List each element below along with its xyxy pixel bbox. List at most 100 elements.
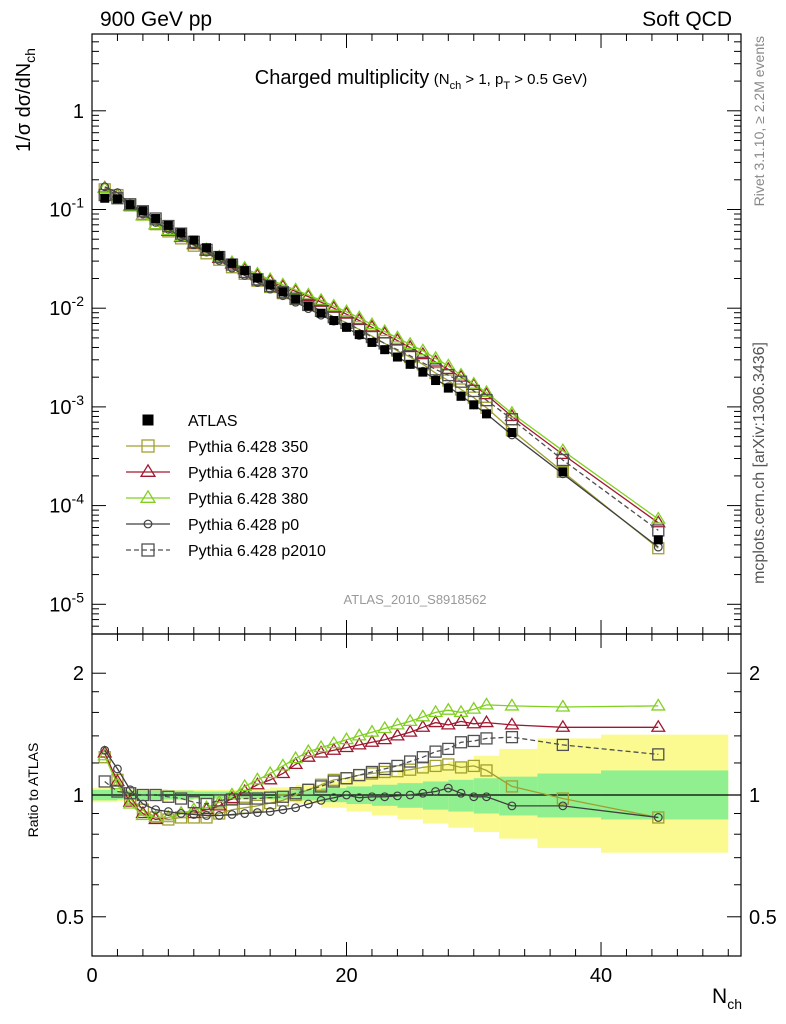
main-title: Charged multiplicity (Nch > 1, pT > 0.5 …	[255, 67, 587, 92]
ratio-point-pythia-6-428-p0	[316, 795, 326, 805]
main-x-ticks	[91, 34, 729, 634]
legend-label: Pythia 6.428 380	[188, 491, 308, 508]
header-right: Soft QCD	[642, 8, 732, 31]
ratio-point-pythia-6-428-p2010	[353, 768, 366, 782]
ratio-point-pythia-6-428-370	[211, 798, 227, 811]
ratio-point-pythia-6-428-p2010	[264, 791, 277, 804]
main-point-atlas	[125, 200, 135, 210]
ratio-point-pythia-6-428-370	[262, 772, 278, 785]
ratio-point-pythia-6-428-370	[428, 714, 444, 728]
ratio-point-pythia-6-428-p0	[380, 792, 390, 802]
main-point-pythia-6-428-370	[300, 288, 316, 302]
ratio-point-pythia-6-428-p2010	[276, 790, 290, 803]
ratio-point-pythia-6-428-p0	[354, 793, 364, 803]
main-point-atlas	[176, 228, 186, 238]
ratio-point-pythia-6-428-p0	[189, 810, 199, 819]
ratio-point-pythia-6-428-380	[262, 765, 278, 779]
main-point-pythia-6-428-380	[415, 343, 431, 356]
ratio-point-pythia-6-428-p0	[653, 813, 663, 822]
ratio-point-pythia-6-428-p2010	[136, 788, 150, 802]
ratio-point-pythia-6-428-p0	[392, 791, 402, 801]
ratio-y-tick-label-left: 2	[73, 663, 84, 685]
main-point-pythia-6-428-380	[440, 358, 456, 371]
ratio-y-tick-label-left: 0.5	[56, 907, 84, 929]
main-point-atlas	[392, 352, 402, 362]
ratio-point-pythia-6-428-370	[364, 734, 380, 747]
ratio-point-pythia-6-428-p0	[443, 783, 453, 793]
ratio-point-pythia-6-428-370	[402, 724, 418, 737]
main-point-atlas	[291, 294, 301, 304]
ratio-point-pythia-6-428-380	[313, 739, 329, 753]
main-point-pythia-6-428-380	[338, 304, 355, 317]
header-left: 900 GeV pp	[100, 8, 212, 31]
main-point-pythia-6-428-p2010	[276, 286, 290, 299]
ratio-point-pythia-6-428-p2010	[340, 772, 353, 785]
main-point-pythia-6-428-380	[326, 298, 342, 311]
main-point-pythia-6-428-p2010	[174, 227, 188, 240]
main-point-atlas	[227, 258, 237, 268]
main-point-pythia-6-428-p2010	[289, 292, 302, 305]
legend-label: Pythia 6.428 370	[188, 465, 308, 482]
ratio-point-pythia-6-428-370	[415, 719, 431, 732]
x-tick-label: 40	[590, 965, 612, 987]
ratio-point-pythia-6-428-370	[555, 719, 571, 732]
ratio-y-tick-label-right: 2	[749, 663, 760, 685]
ratio-point-pythia-6-428-p2010	[238, 792, 251, 805]
svg-text:Nch: Nch	[712, 985, 742, 1012]
ratio-point-pythia-6-428-p2010	[556, 738, 569, 752]
ratio-point-pythia-6-428-380	[555, 699, 571, 712]
ratio-point-pythia-6-428-p2010	[327, 775, 340, 788]
legend-marker	[139, 489, 157, 503]
ratio-point-pythia-6-428-p0	[100, 745, 110, 755]
main-point-atlas	[354, 330, 364, 340]
main-title-cut: (N	[434, 71, 450, 88]
ratio-point-pythia-6-428-370	[650, 719, 666, 732]
ratio-point-pythia-6-428-p0	[405, 790, 415, 800]
ratio-point-pythia-6-428-p2010	[454, 736, 468, 749]
ratio-point-pythia-6-428-370	[478, 714, 495, 728]
ratio-point-pythia-6-428-p2010	[200, 797, 213, 811]
ratio-point-pythia-6-428-380	[402, 713, 418, 727]
x-tick-label: 0	[86, 965, 97, 987]
ratio-point-pythia-6-428-p2010	[652, 748, 665, 761]
main-line-pythia-6-428-p0	[104, 186, 659, 548]
ratio-point-pythia-6-428-p2010	[251, 792, 264, 805]
ratio-point-pythia-6-428-p2010	[124, 787, 137, 800]
ratio-point-pythia-6-428-380	[135, 807, 151, 821]
ratio-point-pythia-6-428-p2010	[225, 793, 239, 806]
legend-label: Pythia 6.428 350	[188, 439, 308, 456]
main-point-pythia-6-428-p2010	[454, 375, 468, 388]
ratio-point-pythia-6-428-p0	[456, 788, 466, 798]
main-point-atlas	[367, 337, 377, 347]
main-point-atlas	[214, 251, 224, 261]
ratio-point-pythia-6-428-370	[338, 739, 355, 753]
main-point-atlas	[507, 428, 517, 438]
main-point-pythia-6-428-380	[313, 292, 329, 306]
legend-item-pythia-6-428-380: Pythia 6.428 380	[126, 489, 308, 508]
ratio-point-pythia-6-428-p2010	[505, 730, 519, 744]
main-point-atlas	[558, 467, 568, 477]
ratio-point-pythia-6-428-380	[415, 709, 431, 722]
ratio-point-pythia-6-428-p0	[163, 807, 173, 816]
ratio-point-pythia-6-428-p0	[482, 792, 491, 802]
main-point-pythia-6-428-380	[288, 282, 304, 295]
ratio-point-pythia-6-428-380	[389, 717, 405, 730]
legend-marker	[141, 543, 155, 557]
ratio-point-pythia-6-428-p2010	[442, 742, 455, 756]
main-point-pythia-6-428-380	[478, 384, 495, 398]
ratio-point-pythia-6-428-p0	[240, 809, 250, 818]
main-y-tick-label: 10-2	[49, 293, 84, 320]
main-point-atlas	[189, 235, 199, 245]
main-point-pythia-6-428-380	[555, 442, 571, 456]
ratio-point-pythia-6-428-380	[237, 778, 253, 792]
main-point-pythia-6-428-p2010	[480, 394, 493, 407]
ratio-point-pythia-6-428-380	[650, 698, 666, 711]
main-point-atlas	[303, 301, 313, 311]
ratio-point-pythia-6-428-370	[377, 731, 393, 745]
main-line-pythia-6-428-p2010	[104, 194, 659, 531]
ratio-point-pythia-6-428-350	[403, 763, 417, 776]
main-point-atlas	[342, 322, 352, 332]
ratio-point-pythia-6-428-380	[478, 697, 495, 710]
main-point-pythia-6-428-380	[466, 376, 482, 389]
